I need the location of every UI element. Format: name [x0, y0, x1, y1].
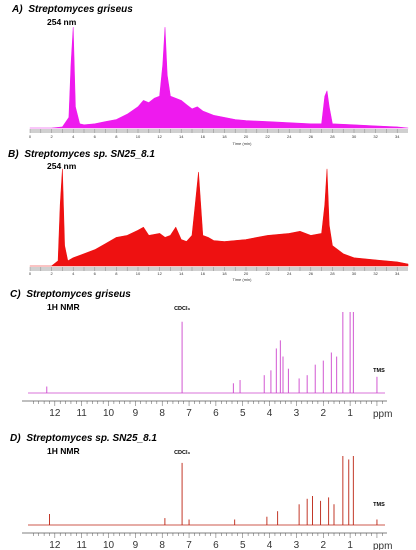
panel-c-tick-label: 2 — [320, 408, 326, 419]
panel-a-subtitle: 254 nm — [47, 17, 77, 27]
panel-d-tick-label: 8 — [159, 540, 165, 550]
panel-c-annotation: TMS — [373, 368, 385, 374]
panel-d-plot: 12 11 10 9 8 7 6 5 4 3 2 1 CDCl₃ TMS — [22, 450, 387, 550]
panel-b-tick-label: 20 — [244, 271, 249, 276]
panel-a-tick-label: 0 — [29, 134, 32, 139]
panel-b-plot: 0 2 4 6 8 10 12 14 16 18 20 22 24 26 28 30 32 34 — [29, 168, 409, 276]
panel-d-annotation: CDCl₃ — [174, 450, 190, 456]
panel-b-tick-label: 8 — [115, 271, 118, 276]
panel-d-xlabel: ppm — [373, 541, 392, 550]
panel-c-tick-label: 8 — [159, 408, 165, 419]
panel-b-tick-label: 18 — [222, 271, 227, 276]
panel-a-tick-label: 8 — [115, 134, 118, 139]
panel-b-tick-label: 22 — [265, 271, 270, 276]
panel-b-subtitle: 254 nm — [47, 161, 77, 171]
panel-c-annotation: CDCl₃ — [174, 306, 190, 312]
panel-b-tick-label: 28 — [330, 271, 335, 276]
panel-d-tick-label: 6 — [213, 540, 219, 550]
panel-c-tick-label: 7 — [186, 408, 192, 419]
panel-b-tick-label: 26 — [309, 271, 314, 276]
panel-b-tick-label: 14 — [179, 271, 184, 276]
panel-b-tick-label: 34 — [395, 271, 400, 276]
panel-d-annotation: TMS — [373, 502, 385, 508]
panel-c-tick-label: 12 — [49, 408, 61, 419]
panel-a-plot: 0 2 4 6 8 10 12 14 16 18 20 22 24 26 28 30 32 34 — [29, 27, 409, 139]
panel-b-tick-label: 24 — [287, 271, 292, 276]
panel-b-tick-label: 10 — [136, 271, 141, 276]
panel-a-x-axis — [30, 129, 408, 133]
panel-d-tick-label: 7 — [186, 540, 192, 550]
panel-b-tick-label: 2 — [50, 271, 53, 276]
panel-b-tick-label: 12 — [157, 271, 162, 276]
panel-c-tick-label: 9 — [133, 408, 139, 419]
panel-b-tick-label: 4 — [72, 271, 75, 276]
panel-b-x-axis — [30, 267, 408, 271]
panel-a: A) Streptomyces griseus 254 nm 0 2 4 6 8 10 12… — [11, 4, 409, 146]
panel-a-tick-label: 28 — [330, 134, 335, 139]
panel-b-tick-label: 30 — [352, 271, 357, 276]
panel-c-xlabel: ppm — [373, 409, 392, 420]
panel-a-tick-label: 30 — [352, 134, 357, 139]
panel-c-tick-label: 11 — [76, 408, 87, 419]
panel-c-title: C) Streptomyces griseus — [10, 289, 131, 300]
panel-b-tick-label: 16 — [201, 271, 206, 276]
panel-c-tick-label: 4 — [267, 408, 273, 419]
panel-a-tick-label: 18 — [222, 134, 227, 139]
panel-b-xlabel: Time (min) — [233, 277, 253, 282]
panel-d-subtitle: 1H NMR — [47, 446, 80, 456]
panel-b-tick-label: 6 — [94, 271, 97, 276]
panel-d-title: D) Streptomyces sp. SN25_8.1 — [10, 433, 157, 444]
panel-a-title: A) Streptomyces griseus — [11, 4, 133, 15]
panel-a-tick-label: 12 — [157, 134, 162, 139]
panel-c: C) Streptomyces griseus 1H NMR 12 11 10 9 8 7… — [10, 289, 392, 420]
panel-d-tick-label: 4 — [267, 540, 273, 550]
panel-d-tick-label: 3 — [294, 540, 300, 550]
panel-a-tick-label: 22 — [265, 134, 270, 139]
panel-c-plot: 12 11 10 9 8 7 6 5 4 3 2 1 CDCl₃ TMS — [22, 306, 387, 419]
panel-d-tick-label: 11 — [76, 540, 87, 550]
panel-c-subtitle: 1H NMR — [47, 302, 80, 312]
panel-d-tick-label: 5 — [240, 540, 246, 550]
panel-a-tick-label: 14 — [179, 134, 184, 139]
panel-a-tick-label: 26 — [309, 134, 314, 139]
panel-a-tick-label: 4 — [72, 134, 75, 139]
panel-a-tick-label: 20 — [244, 134, 249, 139]
panel-a-tick-label: 6 — [94, 134, 97, 139]
panel-c-tick-label: 5 — [240, 408, 246, 419]
panel-b-series-area — [29, 168, 409, 267]
panel-d-tick-label: 12 — [49, 540, 61, 550]
panel-a-series-area — [29, 27, 409, 129]
panel-a-tick-label: 10 — [136, 134, 141, 139]
panel-d-tick-label: 2 — [320, 540, 326, 550]
panel-d: D) Streptomyces sp. SN25_8.1 1H NMR 12 11… — [10, 433, 392, 550]
panel-a-tick-label: 24 — [287, 134, 292, 139]
panel-c-tick-label: 10 — [103, 408, 115, 419]
panel-b-title: B) Streptomyces sp. SN25_8.1 — [8, 149, 155, 160]
panel-d-tick-label: 1 — [347, 540, 353, 550]
panel-d-tick-label: 10 — [103, 540, 115, 550]
panel-c-tick-label: 1 — [347, 408, 353, 419]
panel-a-tick-label: 34 — [395, 134, 400, 139]
panel-b-tick-label: 0 — [29, 271, 32, 276]
panel-d-tick-label: 9 — [133, 540, 139, 550]
panel-b-tick-label: 32 — [373, 271, 378, 276]
panel-a-xlabel: Time (min) — [233, 141, 253, 146]
panel-c-tick-label: 3 — [294, 408, 300, 419]
panel-a-tick-label: 32 — [373, 134, 378, 139]
panel-a-tick-label: 16 — [201, 134, 206, 139]
panel-a-tick-label: 2 — [50, 134, 53, 139]
panel-c-tick-label: 6 — [213, 408, 219, 419]
